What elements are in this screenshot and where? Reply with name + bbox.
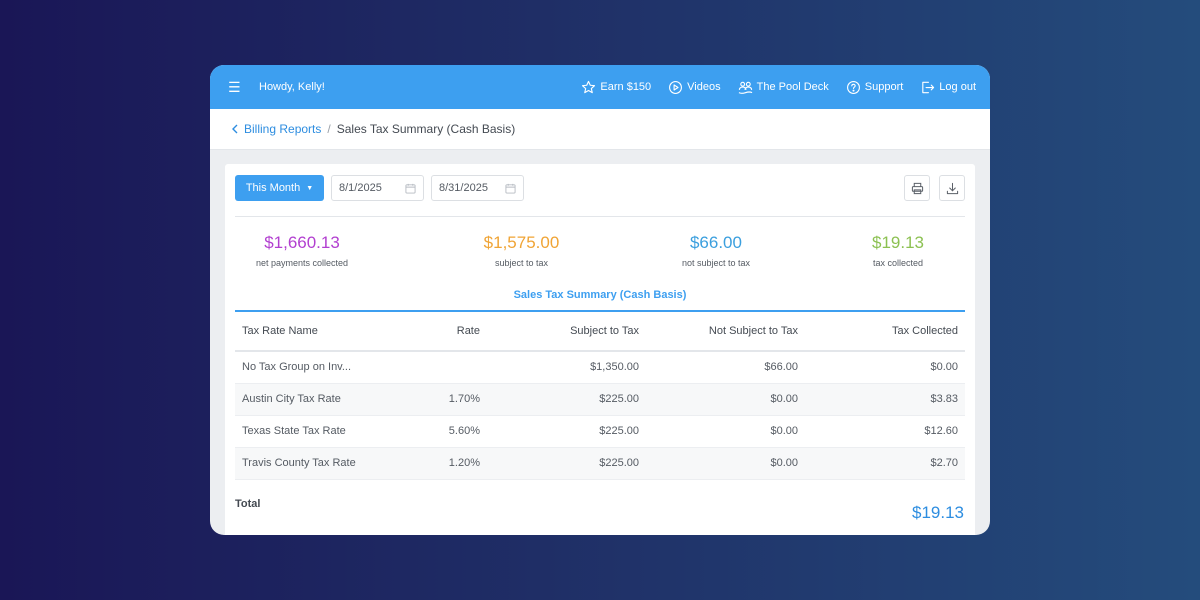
nav-pool-deck[interactable]: The Pool Deck	[738, 80, 829, 95]
period-label: This Month	[245, 182, 301, 194]
chevron-left-icon	[232, 124, 238, 134]
nav-videos-label: Videos	[687, 81, 721, 93]
top-nav-bar: ☰ Howdy, Kelly! Earn $150 Videos The Poo…	[210, 65, 990, 109]
column-header-subject-to-tax: Subject to Tax	[487, 312, 646, 352]
report-card: This Month ▼ 8/1/2025 8/31/2025 $1,660	[225, 164, 975, 535]
end-date-input[interactable]: 8/31/2025	[431, 175, 524, 201]
greeting-text: Howdy, Kelly!	[259, 81, 325, 93]
stat-net-payments-label: net payments collected	[255, 258, 349, 268]
table-row: Travis County Tax Rate 1.20% $225.00 $0.…	[235, 447, 965, 480]
nav-logout-label: Log out	[939, 81, 976, 93]
end-date-value: 8/31/2025	[439, 182, 488, 194]
cell-subject-to-tax: $225.00	[487, 415, 646, 448]
table-row: No Tax Group on Inv... $1,350.00 $66.00 …	[235, 351, 965, 384]
stat-net-payments: $1,660.13 net payments collected	[235, 233, 369, 273]
cell-tax-rate-name: Travis County Tax Rate	[235, 447, 405, 480]
report-toolbar: This Month ▼ 8/1/2025 8/31/2025	[235, 175, 965, 201]
cell-tax-rate-name: No Tax Group on Inv...	[235, 351, 405, 384]
start-date-input[interactable]: 8/1/2025	[331, 175, 424, 201]
start-date-value: 8/1/2025	[339, 182, 382, 194]
cell-rate	[405, 351, 487, 384]
nav-earn[interactable]: Earn $150	[581, 80, 651, 95]
total-label: Total	[235, 497, 261, 510]
calendar-icon	[505, 183, 516, 194]
stat-not-subject-to-tax: $66.00 not subject to tax	[649, 233, 783, 273]
stat-subject-to-tax-label: subject to tax	[494, 258, 548, 268]
table-header-row: Tax Rate Name Rate Subject to Tax Not Su…	[235, 312, 965, 352]
tax-summary-table: Tax Rate Name Rate Subject to Tax Not Su…	[235, 312, 965, 480]
nav-videos[interactable]: Videos	[668, 80, 721, 95]
divider	[235, 216, 965, 217]
help-circle-icon	[846, 80, 860, 94]
app-window: ☰ Howdy, Kelly! Earn $150 Videos The Poo…	[210, 65, 990, 535]
stat-net-payments-value: $1,660.13	[264, 233, 340, 252]
page-title: Sales Tax Summary (Cash Basis)	[336, 122, 516, 136]
column-header-tax-collected: Tax Collected	[805, 312, 965, 352]
print-button[interactable]	[904, 175, 930, 201]
column-header-not-subject-to-tax: Not Subject to Tax	[646, 312, 805, 352]
cell-rate: 1.20%	[405, 447, 487, 480]
stat-tax-collected: $19.13 tax collected	[831, 233, 965, 273]
cell-not-subject-to-tax: $0.00	[646, 415, 805, 448]
hamburger-menu-icon[interactable]: ☰	[228, 79, 241, 95]
cell-tax-collected: $0.00	[805, 351, 965, 384]
cell-subject-to-tax: $225.00	[487, 383, 646, 416]
nav-earn-label: Earn $150	[600, 81, 652, 93]
cell-tax-collected: $2.70	[805, 447, 965, 480]
period-dropdown-button[interactable]: This Month ▼	[235, 175, 324, 201]
star-icon	[582, 80, 596, 93]
cell-rate: 5.60%	[405, 415, 487, 448]
download-icon	[946, 182, 958, 194]
caret-down-icon: ▼	[306, 184, 314, 192]
table-row: Austin City Tax Rate 1.70% $225.00 $0.00…	[235, 383, 965, 416]
top-nav: Earn $150 Videos The Pool Deck Support L…	[564, 80, 976, 95]
cell-not-subject-to-tax: $0.00	[646, 383, 805, 416]
download-button[interactable]	[939, 175, 965, 201]
cell-tax-collected: $12.60	[805, 415, 965, 448]
printer-icon	[911, 182, 923, 194]
section-title-underline	[235, 310, 965, 312]
cell-subject-to-tax: $1,350.00	[487, 351, 646, 384]
stat-tax-collected-value: $19.13	[871, 233, 924, 252]
stat-not-subject-to-tax-label: not subject to tax	[681, 258, 750, 268]
breadcrumb-parent-label: Billing Reports	[244, 122, 322, 136]
summary-stats: $1,660.13 net payments collected $1,575.…	[235, 233, 965, 273]
calendar-icon	[405, 183, 416, 194]
breadcrumb: Billing Reports / Sales Tax Summary (Cas…	[210, 109, 990, 150]
nav-support-label: Support	[864, 81, 904, 93]
community-icon	[738, 81, 752, 94]
play-circle-icon	[669, 80, 683, 94]
cell-subject-to-tax: $225.00	[487, 447, 646, 480]
total-row: Total $19.13	[235, 498, 965, 523]
cell-tax-collected: $3.83	[805, 383, 965, 416]
section-title: Sales Tax Summary (Cash Basis)	[513, 289, 687, 301]
nav-support[interactable]: Support	[846, 80, 904, 95]
stat-not-subject-to-tax-value: $66.00	[689, 233, 742, 252]
cell-tax-rate-name: Austin City Tax Rate	[235, 383, 405, 416]
column-header-tax-rate-name: Tax Rate Name	[235, 312, 405, 352]
total-value: $19.13	[912, 502, 964, 522]
nav-pool-deck-label: The Pool Deck	[756, 81, 829, 93]
stat-tax-collected-label: tax collected	[872, 258, 923, 268]
nav-logout[interactable]: Log out	[920, 80, 976, 95]
cell-not-subject-to-tax: $66.00	[646, 351, 805, 384]
stat-subject-to-tax-value: $1,575.00	[483, 233, 560, 252]
cell-not-subject-to-tax: $0.00	[646, 447, 805, 480]
cell-rate: 1.70%	[405, 383, 487, 416]
table-row: Texas State Tax Rate 5.60% $225.00 $0.00…	[235, 415, 965, 448]
column-header-rate: Rate	[405, 312, 487, 352]
breadcrumb-billing-reports-link[interactable]: Billing Reports	[231, 122, 321, 136]
breadcrumb-separator: /	[327, 122, 331, 136]
stat-subject-to-tax: $1,575.00 subject to tax	[454, 233, 589, 273]
logout-icon	[922, 81, 935, 93]
cell-tax-rate-name: Texas State Tax Rate	[235, 415, 405, 448]
